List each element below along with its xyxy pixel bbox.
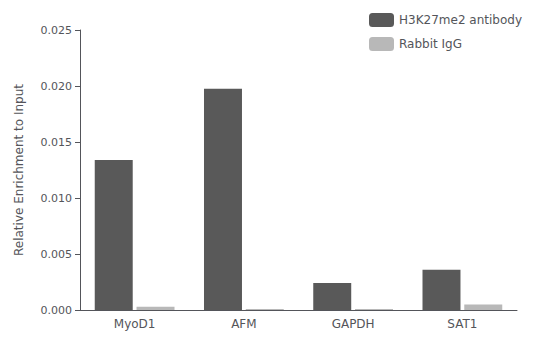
svg-text:Rabbit IgG: Rabbit IgG (399, 37, 462, 51)
svg-text:0.020: 0.020 (41, 80, 73, 93)
svg-text:0.005: 0.005 (41, 248, 73, 261)
svg-text:MyoD1: MyoD1 (114, 317, 156, 331)
svg-text:0.000: 0.000 (41, 304, 73, 317)
svg-text:GAPDH: GAPDH (332, 317, 375, 331)
svg-text:H3K27me2 antibody: H3K27me2 antibody (399, 13, 522, 27)
svg-text:0.015: 0.015 (41, 136, 73, 149)
svg-text:SAT1: SAT1 (447, 317, 477, 331)
svg-text:AFM: AFM (231, 317, 256, 331)
svg-text:0.025: 0.025 (41, 24, 73, 37)
svg-text:Relative Enrichment to Input: Relative Enrichment to Input (12, 84, 26, 256)
svg-text:0.010: 0.010 (41, 192, 73, 205)
